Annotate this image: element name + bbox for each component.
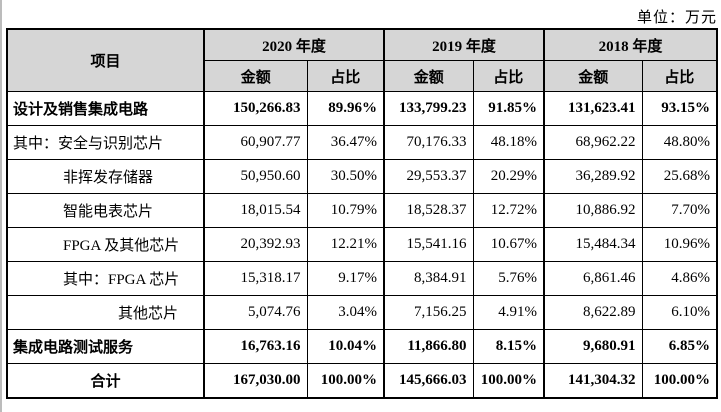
- cell-amount-2020: 15,318.17: [203, 261, 308, 296]
- cell-amount-2019: 70,176.33: [383, 125, 474, 160]
- header-amount-2019: 金额: [383, 60, 474, 92]
- cell-ratio-2019: 5.76%: [472, 261, 545, 296]
- table-row-total: 合计 167,030.00 100.00% 145,666.03 100.00%…: [6, 363, 718, 399]
- cell-amount-2018: 8,622.89: [543, 295, 643, 330]
- header-row-sub: 金额 占比 金额 占比 金额 占比: [7, 60, 718, 92]
- cell-ratio-2018: 25.68%: [641, 159, 718, 194]
- header-amount-2018: 金额: [543, 60, 643, 92]
- page-edge-line: [0, 0, 2, 412]
- row-label: 其中：安全与识别芯片: [6, 125, 205, 160]
- cell-amount-2019: 18,528.37: [383, 193, 474, 228]
- row-label: FPGA 及其他芯片: [6, 227, 205, 262]
- revenue-breakdown-table: 项目 2020 年度 2019 年度 2018 年度 金额 占比 金额 占比 金…: [6, 28, 719, 399]
- cell-ratio-2020: 36.47%: [306, 125, 385, 160]
- cell-ratio-2018: 4.86%: [641, 261, 718, 296]
- header-year-2020: 2020 年度: [202, 28, 385, 61]
- header-ratio-2018: 占比: [641, 60, 718, 92]
- row-label: 集成电路测试服务: [6, 329, 205, 364]
- header-year-2019: 2019 年度: [383, 28, 545, 61]
- header-ratio-2019: 占比: [472, 60, 545, 92]
- cell-amount-2020: 20,392.93: [203, 227, 308, 262]
- cell-amount-2018: 9,680.91: [543, 329, 643, 364]
- cell-ratio-2020: 9.17%: [306, 261, 385, 296]
- cell-ratio-2018: 100.00%: [641, 363, 718, 399]
- cell-ratio-2019: 20.29%: [472, 159, 545, 194]
- cell-amount-2020: 16,763.16: [203, 329, 308, 364]
- table-row-design-sales-ic: 设计及销售集成电路 150,266.83 89.96% 133,799.23 9…: [6, 91, 718, 126]
- cell-amount-2019: 7,156.25: [383, 295, 474, 330]
- cell-ratio-2018: 6.85%: [641, 329, 718, 364]
- table-row-nonvolatile-memory: 非挥发存储器 50,950.60 30.50% 29,553.37 20.29%…: [6, 159, 718, 194]
- cell-amount-2018: 131,623.41: [543, 91, 643, 126]
- cell-ratio-2020: 12.21%: [306, 227, 385, 262]
- row-label: 其中：FPGA 芯片: [6, 261, 205, 296]
- cell-amount-2020: 167,030.00: [203, 363, 308, 399]
- cell-ratio-2020: 100.00%: [306, 363, 385, 399]
- cell-ratio-2020: 3.04%: [306, 295, 385, 330]
- header-year-2018: 2018 年度: [543, 28, 718, 61]
- cell-ratio-2020: 10.04%: [306, 329, 385, 364]
- cell-amount-2018: 15,484.34: [543, 227, 643, 262]
- header-item: 项目: [6, 28, 205, 92]
- table-row-other-chips: 其他芯片 5,074.76 3.04% 7,156.25 4.91% 8,622…: [6, 295, 718, 330]
- cell-amount-2019: 15,541.16: [383, 227, 474, 262]
- header-ratio-2020: 占比: [306, 60, 385, 92]
- header-row-years: 项目 2020 年度 2019 年度 2018 年度: [6, 28, 718, 92]
- cell-amount-2020: 50,950.60: [203, 159, 308, 194]
- cell-amount-2020: 150,266.83: [203, 91, 308, 126]
- cell-amount-2019: 11,866.80: [383, 329, 474, 364]
- cell-ratio-2019: 12.72%: [472, 193, 545, 228]
- table-row-fpga-and-other-chips: FPGA 及其他芯片 20,392.93 12.21% 15,541.16 10…: [6, 227, 718, 262]
- cell-amount-2018: 6,861.46: [543, 261, 643, 296]
- unit-label: 单位：万元: [636, 10, 717, 26]
- table-row-fpga-chips: 其中：FPGA 芯片 15,318.17 9.17% 8,384.91 5.76…: [6, 261, 718, 296]
- cell-amount-2019: 8,384.91: [383, 261, 474, 296]
- cell-ratio-2019: 91.85%: [472, 91, 545, 126]
- cell-ratio-2019: 100.00%: [472, 363, 545, 399]
- cell-amount-2020: 5,074.76: [203, 295, 308, 330]
- cell-amount-2018: 10,886.92: [543, 193, 643, 228]
- row-label: 其他芯片: [6, 295, 205, 330]
- row-label: 非挥发存储器: [6, 159, 205, 194]
- cell-amount-2018: 36,289.92: [543, 159, 643, 194]
- cell-amount-2020: 60,907.77: [203, 125, 308, 160]
- header-amount-2020: 金额: [203, 60, 308, 92]
- cell-ratio-2019: 48.18%: [472, 125, 545, 160]
- table-row-smart-meter-chips: 智能电表芯片 18,015.54 10.79% 18,528.37 12.72%…: [6, 193, 718, 228]
- cell-ratio-2019: 10.67%: [472, 227, 545, 262]
- row-label: 合计: [6, 363, 205, 399]
- cell-amount-2019: 29,553.37: [383, 159, 474, 194]
- cell-ratio-2018: 7.70%: [641, 193, 718, 228]
- row-label: 智能电表芯片: [6, 193, 205, 228]
- cell-amount-2019: 133,799.23: [383, 91, 474, 126]
- cell-ratio-2018: 48.80%: [641, 125, 718, 160]
- cell-ratio-2019: 8.15%: [472, 329, 545, 364]
- cell-ratio-2020: 10.79%: [306, 193, 385, 228]
- cell-ratio-2018: 6.10%: [641, 295, 718, 330]
- cell-amount-2018: 68,962.22: [543, 125, 643, 160]
- cell-amount-2018: 141,304.32: [543, 363, 643, 399]
- cell-amount-2020: 18,015.54: [203, 193, 308, 228]
- cell-ratio-2018: 93.15%: [641, 91, 718, 126]
- cell-ratio-2020: 89.96%: [306, 91, 385, 126]
- row-label: 设计及销售集成电路: [6, 91, 205, 126]
- cell-ratio-2020: 30.50%: [306, 159, 385, 194]
- cell-amount-2019: 145,666.03: [383, 363, 474, 399]
- cell-ratio-2018: 10.96%: [641, 227, 718, 262]
- cell-ratio-2019: 4.91%: [472, 295, 545, 330]
- table-row-security-id-chips: 其中：安全与识别芯片 60,907.77 36.47% 70,176.33 48…: [6, 125, 718, 160]
- table-row-ic-testing-services: 集成电路测试服务 16,763.16 10.04% 11,866.80 8.15…: [6, 329, 718, 364]
